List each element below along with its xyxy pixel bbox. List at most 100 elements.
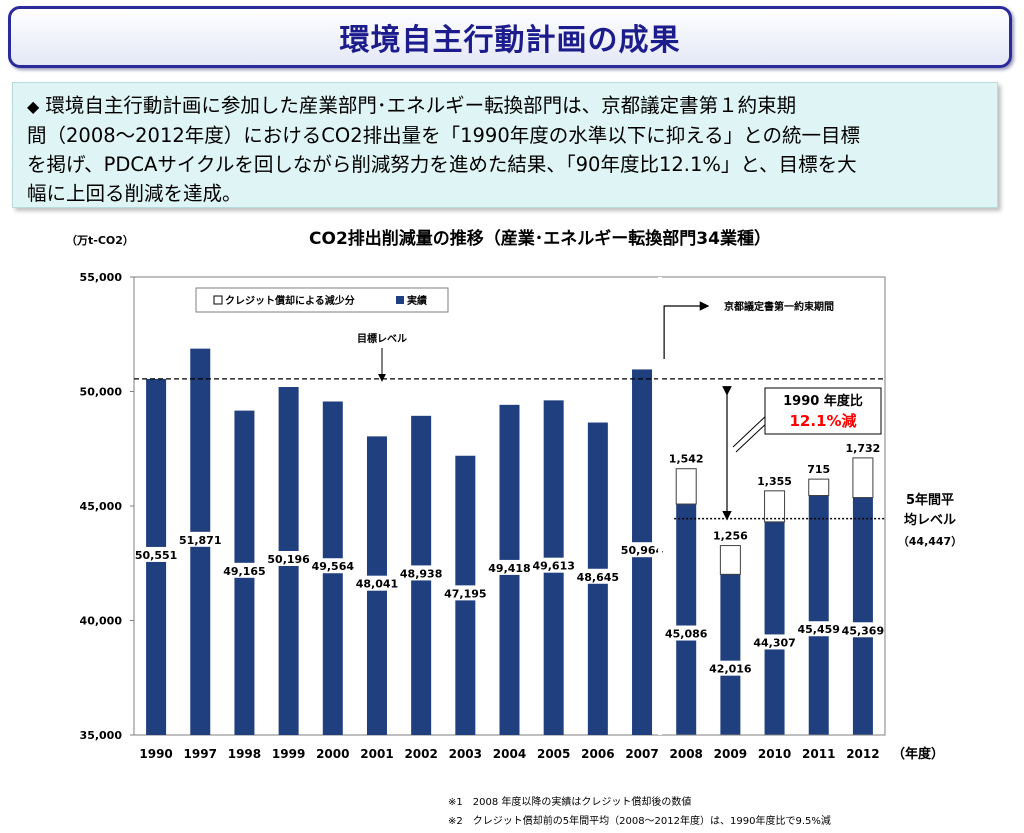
legend-actual-label: 実績: [407, 294, 427, 307]
value-label: 45,086: [665, 628, 708, 641]
callout-line1: 1990 年度比: [783, 393, 863, 409]
value-label-bg: [180, 531, 221, 547]
legend-credit-label: クレジット償却による減少分: [225, 294, 355, 307]
period-arrow: [663, 301, 710, 359]
value-label: 50,964: [621, 544, 664, 557]
x-tick-label: 2006: [581, 747, 614, 761]
callout-box: 1990 年度比 12.1%減: [764, 387, 882, 435]
bar-credit: [808, 478, 830, 496]
x-axis-label: （年度）: [892, 746, 944, 762]
bar-actual: [852, 497, 873, 735]
value-label-bg: [842, 622, 883, 638]
x-tick-label: 1999: [272, 747, 305, 761]
value-label: 48,041: [356, 578, 398, 591]
x-tick-label: 2001: [360, 747, 393, 761]
x-tick-label: 2008: [670, 747, 703, 761]
credit-value-label: 1,355: [757, 475, 792, 488]
average-label-2: 均レベル: [904, 512, 956, 528]
value-label: 50,196: [267, 553, 310, 566]
target-level-label: 目標レベル: [357, 332, 407, 345]
period-label: 京都議定書第一約束期間: [724, 300, 834, 313]
value-label: 50,551: [135, 549, 177, 562]
note-1: ※1 2008 年度以降の実績はクレジット償却後の数値: [448, 797, 692, 808]
credit-value-label: 1,732: [846, 442, 881, 455]
summary-line-4: 幅に上回る削減を達成。: [27, 182, 242, 205]
x-tick-label: 2007: [625, 747, 658, 761]
value-label-bg: [401, 565, 442, 581]
value-label: 51,871: [179, 534, 221, 547]
average-label-3: （44,447）: [898, 535, 962, 548]
value-label: 48,938: [400, 567, 442, 580]
value-label-bg: [445, 585, 486, 601]
callout-pointer: [732, 413, 769, 448]
bar-credit: [852, 457, 874, 499]
value-label-bg: [489, 559, 530, 575]
x-tick-label: 2000: [316, 747, 349, 761]
average-label-1: 5年間平: [906, 492, 954, 508]
x-tick-label: 2005: [537, 747, 570, 761]
value-label: 49,418: [488, 562, 530, 575]
y-tick-label: 55,000: [80, 271, 123, 284]
legend: クレジット償却による減少分 実績: [195, 287, 449, 313]
value-label-bg: [622, 542, 663, 558]
bar-actual: [764, 521, 785, 735]
value-label: 45,459: [798, 623, 840, 636]
y-tick-label: 40,000: [80, 615, 123, 628]
y-tick-label: 50,000: [80, 386, 123, 399]
value-label: 48,645: [577, 571, 619, 584]
bar-credit: [719, 545, 741, 575]
value-label-bg: [533, 557, 574, 573]
page-title: 環境自主行動計画の成果: [339, 23, 681, 58]
bar-credit: [764, 490, 786, 523]
value-label: 47,195: [444, 587, 486, 600]
summary-line-1: ◆ 環境自主行動計画に参加した産業部門･エネルギー転換部門は、京都議定書第１約束期: [27, 94, 797, 117]
summary-box: ◆ 環境自主行動計画に参加した産業部門･エネルギー転換部門は、京都議定書第１約束期…: [12, 82, 998, 208]
y-axis-label: （万t-CO2）: [66, 234, 134, 247]
value-label-bg: [666, 625, 707, 641]
value-label-bg: [224, 562, 265, 578]
bar-actual: [676, 504, 697, 735]
callout-line2: 12.1%減: [789, 412, 856, 430]
value-label: 49,564: [312, 560, 355, 573]
x-tick-label: 2011: [802, 747, 835, 761]
value-label: 42,016: [709, 663, 752, 676]
legend-credit-swatch: [213, 295, 223, 305]
summary-line-3: を掲げ、PDCAサイクルを回しながら削減努力を進めた結果、「90年度比12.1%…: [27, 153, 857, 176]
bar-actual: [808, 495, 829, 735]
value-label-bg: [268, 551, 309, 567]
summary-line-2: 間（2008～2012年度）におけるCO2排出量を「1990年度の水準以下に抑え…: [27, 124, 860, 147]
value-label: 49,165: [223, 565, 265, 578]
credit-value-label: 715: [807, 463, 830, 476]
value-label-bg: [798, 621, 839, 637]
x-tick-label: 2009: [714, 747, 747, 761]
diamond-bullet-icon: ◆: [27, 97, 40, 116]
y-tick-label: 45,000: [80, 500, 123, 513]
credit-value-label: 1,542: [669, 453, 704, 466]
bar-actual: [720, 574, 741, 735]
value-label-bg: [710, 660, 751, 676]
legend-actual-swatch: [396, 296, 404, 304]
value-label-bg: [754, 634, 795, 650]
x-tick-label: 1998: [228, 747, 261, 761]
value-label-bg: [312, 558, 353, 574]
x-tick-label: 2003: [449, 747, 482, 761]
callout-pointer: [735, 419, 771, 453]
chart-title: CO2排出削減量の推移（産業･エネルギー転換部門34業種）: [309, 228, 771, 249]
x-tick-label: 2012: [846, 747, 879, 761]
x-tick-label: 1990: [139, 747, 172, 761]
y-tick-label: 35,000: [80, 729, 123, 742]
x-tick-label: 1997: [184, 747, 217, 761]
value-label-bg: [577, 568, 618, 584]
value-label-bg: [356, 575, 397, 591]
x-tick-label: 2002: [404, 747, 437, 761]
value-label-bg: [136, 546, 177, 562]
value-label: 44,307: [753, 636, 795, 649]
bar-credit: [675, 468, 697, 505]
title-banner: 環境自主行動計画の成果: [8, 6, 1012, 68]
note-2: ※2 クレジット償却前の5年間平均（2008〜2012年度）は、1990年度比で…: [448, 816, 831, 827]
value-label: 49,613: [532, 560, 574, 573]
x-tick-label: 2010: [758, 747, 791, 761]
value-label: 45,369: [842, 624, 884, 637]
credit-value-label: 1,256: [713, 530, 748, 543]
